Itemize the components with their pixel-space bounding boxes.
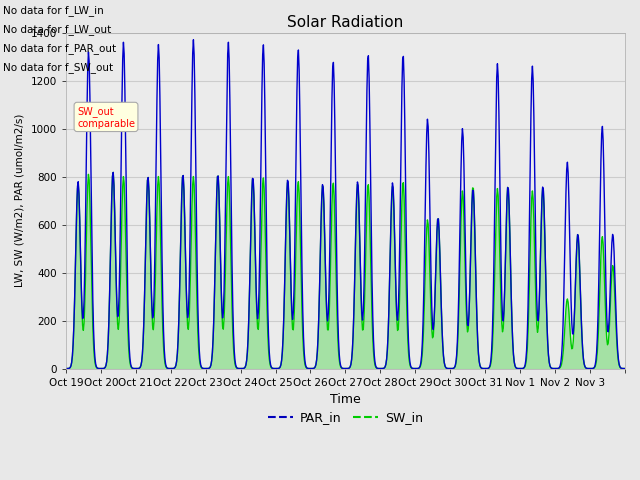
Text: No data for f_PAR_out: No data for f_PAR_out [3,43,116,54]
Legend: PAR_in, SW_in: PAR_in, SW_in [263,407,428,430]
Text: No data for f_LW_in: No data for f_LW_in [3,5,104,16]
Text: No data for f_SW_out: No data for f_SW_out [3,62,113,73]
Text: SW_out
comparable: SW_out comparable [77,106,135,129]
X-axis label: Time: Time [330,393,361,406]
Title: Solar Radiation: Solar Radiation [287,15,404,30]
Text: No data for f_LW_out: No data for f_LW_out [3,24,111,35]
Y-axis label: LW, SW (W/m2), PAR (umol/m2/s): LW, SW (W/m2), PAR (umol/m2/s) [15,114,25,287]
